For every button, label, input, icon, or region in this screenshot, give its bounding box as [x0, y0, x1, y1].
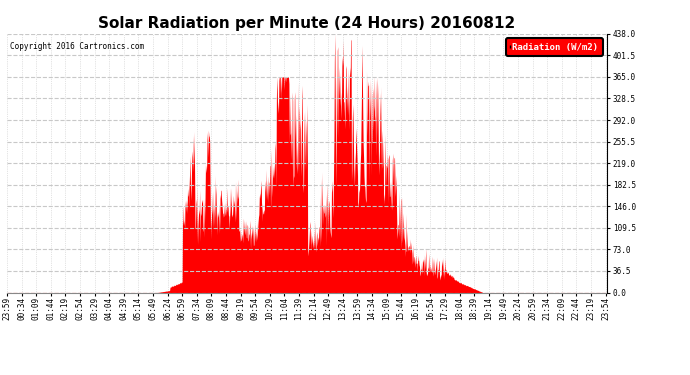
Legend: Radiation (W/m2): Radiation (W/m2) [506, 38, 602, 56]
Title: Solar Radiation per Minute (24 Hours) 20160812: Solar Radiation per Minute (24 Hours) 20… [99, 16, 515, 31]
Text: Copyright 2016 Cartronics.com: Copyright 2016 Cartronics.com [10, 42, 144, 51]
